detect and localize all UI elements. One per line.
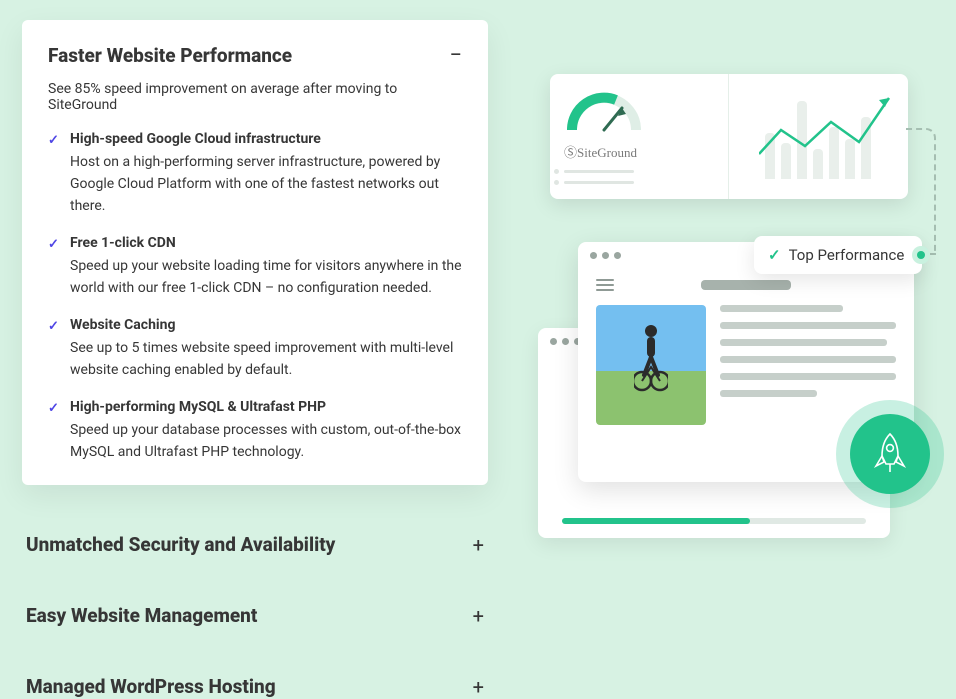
badge-label: Top Performance <box>789 246 905 264</box>
feature-title: High-performing MySQL & Ultrafast PHP <box>70 399 462 415</box>
progress-bar <box>562 518 866 524</box>
accordion-subtitle: See 85% speed improvement on average aft… <box>48 81 462 113</box>
performance-badge: ✓ Top Performance <box>754 236 922 274</box>
accordion-title: Faster Website Performance <box>48 44 292 67</box>
pulse-dot-icon <box>912 246 930 264</box>
feature-desc: See up to 5 times website speed improvem… <box>70 340 453 378</box>
expand-icon[interactable]: + <box>473 535 484 555</box>
accordion-collapsed: Managed WordPress Hosting + <box>22 675 488 698</box>
check-icon: ✓ <box>48 133 59 148</box>
collapse-icon[interactable]: − <box>449 45 462 67</box>
feature-item: ✓ Website Caching See up to 5 times webs… <box>48 317 462 381</box>
accordion-title: Managed WordPress Hosting <box>26 675 276 698</box>
sparkline-icon <box>759 92 899 172</box>
feature-desc: Host on a high-performing server infrast… <box>70 154 440 214</box>
feature-title: High-speed Google Cloud infrastructure <box>70 131 462 147</box>
skeleton-title <box>701 280 791 290</box>
accordion-title: Unmatched Security and Availability <box>26 533 335 556</box>
check-icon: ✓ <box>48 401 59 416</box>
accordion-collapsed: Unmatched Security and Availability + <box>22 533 488 556</box>
gauge-icon <box>564 88 644 134</box>
accordion-header[interactable]: Easy Website Management + <box>26 604 484 627</box>
dashboard-card: ⓈSiteGround <box>550 74 908 199</box>
content-image <box>596 305 706 425</box>
feature-item: ✓ Free 1-click CDN Speed up your website… <box>48 235 462 299</box>
expand-icon[interactable]: + <box>473 677 484 697</box>
feature-title: Free 1-click CDN <box>70 235 462 251</box>
feature-list: ✓ High-speed Google Cloud infrastructure… <box>48 131 462 463</box>
accordion-header[interactable]: Unmatched Security and Availability + <box>26 533 484 556</box>
check-icon: ✓ <box>48 237 59 252</box>
check-icon: ✓ <box>768 246 781 264</box>
feature-desc: Speed up your database processes with cu… <box>70 422 461 460</box>
feature-desc: Speed up your website loading time for v… <box>70 258 462 296</box>
feature-item: ✓ High-speed Google Cloud infrastructure… <box>48 131 462 217</box>
feature-item: ✓ High-performing MySQL & Ultrafast PHP … <box>48 399 462 463</box>
skeleton-lines <box>564 170 634 192</box>
brand-label: ⓈSiteGround <box>564 142 637 161</box>
rocket-badge <box>836 400 944 508</box>
accordion-expanded: Faster Website Performance − See 85% spe… <box>22 20 488 485</box>
connector-line <box>906 128 936 253</box>
cyclist-icon <box>634 323 668 393</box>
accordion-header[interactable]: Faster Website Performance − <box>48 44 462 67</box>
expand-icon[interactable]: + <box>473 606 484 626</box>
accordion-title: Easy Website Management <box>26 604 257 627</box>
rocket-icon <box>870 432 910 476</box>
hamburger-icon <box>596 279 614 291</box>
accordion-collapsed: Easy Website Management + <box>22 604 488 627</box>
illustration: ⓈSiteGround ✓ Top Perf <box>536 58 956 578</box>
accordion-header[interactable]: Managed WordPress Hosting + <box>26 675 484 698</box>
check-icon: ✓ <box>48 319 59 334</box>
feature-title: Website Caching <box>70 317 462 333</box>
